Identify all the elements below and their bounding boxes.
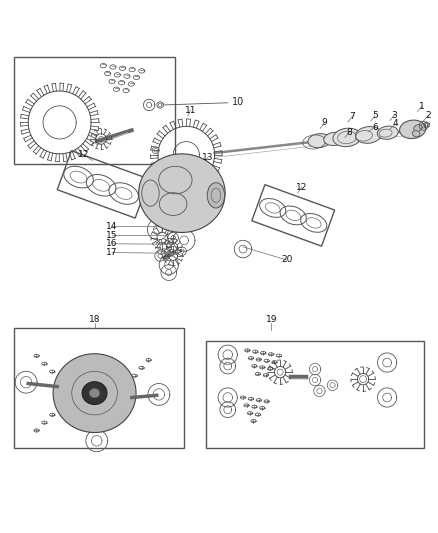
Text: 12: 12 <box>78 150 89 159</box>
Text: 20: 20 <box>281 255 292 264</box>
Text: 19: 19 <box>265 315 277 324</box>
Text: 17: 17 <box>106 248 118 257</box>
Text: 9: 9 <box>321 118 327 127</box>
Text: 15: 15 <box>106 231 118 239</box>
Text: 10: 10 <box>232 98 244 107</box>
Bar <box>206 341 424 448</box>
Bar <box>252 184 335 246</box>
Ellipse shape <box>308 134 331 148</box>
Text: 12: 12 <box>296 182 307 191</box>
Ellipse shape <box>53 354 136 432</box>
Ellipse shape <box>412 131 420 137</box>
Text: 6: 6 <box>372 123 378 132</box>
Text: 1: 1 <box>419 102 425 111</box>
Text: 11: 11 <box>185 106 196 115</box>
Text: 18: 18 <box>89 315 100 324</box>
Ellipse shape <box>139 154 225 232</box>
Ellipse shape <box>414 125 422 132</box>
Text: 8: 8 <box>346 128 352 136</box>
Ellipse shape <box>377 126 398 139</box>
Ellipse shape <box>82 382 107 405</box>
Ellipse shape <box>324 132 345 146</box>
Text: 4: 4 <box>393 119 399 128</box>
Ellipse shape <box>333 128 361 147</box>
Ellipse shape <box>89 389 100 398</box>
Text: 13: 13 <box>202 153 214 162</box>
Text: 7: 7 <box>350 112 355 121</box>
Ellipse shape <box>356 126 381 143</box>
Text: 2: 2 <box>425 111 431 120</box>
Text: 14: 14 <box>106 222 118 231</box>
Bar <box>14 57 175 164</box>
Bar <box>57 151 149 218</box>
Text: 16: 16 <box>106 239 118 248</box>
Ellipse shape <box>207 183 225 208</box>
Bar <box>14 328 184 448</box>
Ellipse shape <box>399 120 426 139</box>
Text: 3: 3 <box>392 111 397 120</box>
Text: 5: 5 <box>372 111 378 120</box>
